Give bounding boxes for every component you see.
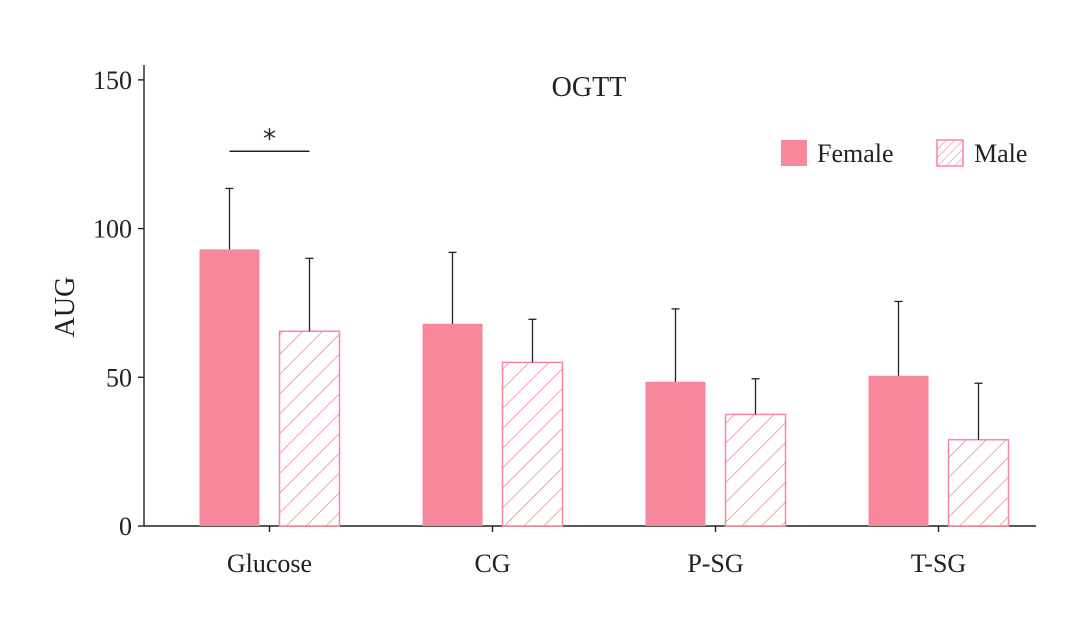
- y-tick-label: 50: [106, 363, 132, 392]
- y-tick-label: 150: [93, 66, 132, 95]
- legend-label-male: Male: [974, 139, 1027, 168]
- legend: Female Male: [781, 139, 1027, 168]
- significance-star: *: [263, 124, 276, 154]
- chart-title: OGTT: [552, 72, 627, 103]
- legend-swatch-female: [781, 140, 807, 166]
- bar-male-cg: [501, 361, 564, 527]
- bar-male-glucose: [278, 330, 341, 527]
- bars: [199, 249, 1010, 527]
- bar-female-glucose: [199, 249, 260, 526]
- significance-annotations: *: [229, 124, 310, 154]
- bar-female-t-sg: [868, 375, 929, 526]
- legend-label-female: Female: [817, 139, 894, 168]
- y-tick-label: 0: [119, 512, 132, 541]
- x-tick-label: T-SG: [911, 549, 966, 578]
- y-axis-title: AUG: [50, 277, 81, 338]
- error-bars: [225, 187, 983, 440]
- x-tick-label: P-SG: [687, 549, 743, 578]
- y-tick-label: 100: [93, 215, 132, 244]
- bar-male-t-sg: [947, 438, 1010, 527]
- bar-female-p-sg: [645, 381, 706, 526]
- bar-male-p-sg: [724, 413, 787, 527]
- tick-labels: 0 50 100 150 Glucose CG P-SG T-SG: [93, 66, 966, 578]
- legend-swatch-male: [936, 139, 964, 167]
- bar-female-cg: [422, 323, 483, 526]
- x-tick-label: Glucose: [227, 549, 312, 578]
- x-tick-label: CG: [474, 549, 510, 578]
